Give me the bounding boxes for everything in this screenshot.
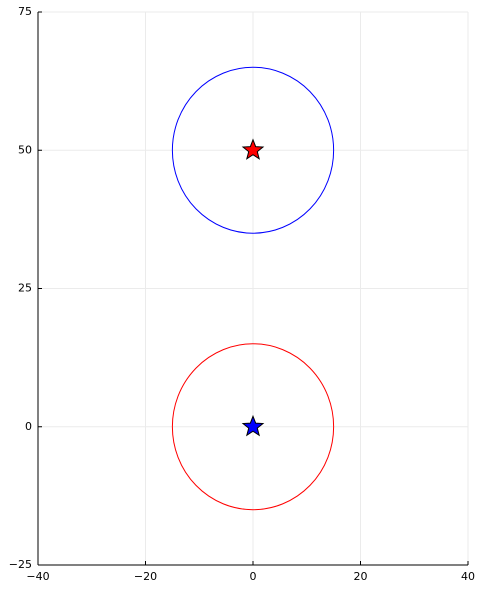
y-tick-label: −25 <box>9 558 32 571</box>
y-tick-label: 25 <box>18 282 32 295</box>
x-tick-label: −20 <box>134 570 157 583</box>
star-marker <box>241 138 265 160</box>
circle <box>171 66 335 234</box>
x-tick-label: 20 <box>354 570 368 583</box>
x-tick-label: 0 <box>250 570 257 583</box>
y-tick-label: 50 <box>18 143 32 156</box>
star-marker <box>241 414 265 437</box>
y-tick-label: 75 <box>18 5 32 18</box>
y-tick-label: 0 <box>25 420 32 433</box>
x-tick-label: 40 <box>461 570 475 583</box>
circle <box>171 343 335 511</box>
x-tick-label: −40 <box>26 570 49 583</box>
